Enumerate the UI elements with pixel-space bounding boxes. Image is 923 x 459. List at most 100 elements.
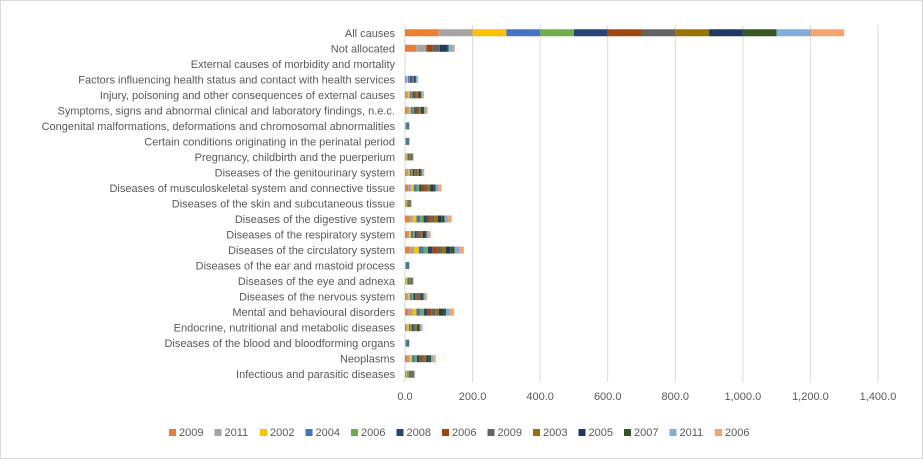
bar-segment bbox=[406, 262, 408, 270]
bar-segment bbox=[407, 200, 409, 207]
bar-segment bbox=[411, 277, 413, 285]
bar-segment bbox=[405, 324, 407, 332]
bar-segment bbox=[406, 168, 409, 176]
legend-swatch bbox=[578, 429, 586, 436]
category-label: Infectious and parasitic diseases bbox=[236, 369, 395, 381]
bar-segment bbox=[408, 339, 409, 347]
bar-segment bbox=[408, 137, 409, 145]
bar-segment bbox=[411, 370, 413, 378]
bar-segment bbox=[408, 339, 409, 347]
bar-segment bbox=[418, 231, 421, 239]
bar-segment bbox=[417, 168, 419, 176]
bar-segment bbox=[641, 29, 676, 37]
x-tick-label: 1,400.0 bbox=[860, 391, 897, 403]
bar-segment bbox=[428, 355, 432, 363]
bar-segment bbox=[405, 153, 406, 161]
bar-segment bbox=[406, 200, 407, 207]
bar-segment bbox=[709, 29, 743, 37]
bar-segment bbox=[405, 137, 406, 145]
bar-segment bbox=[410, 324, 412, 332]
bar-segment bbox=[425, 106, 428, 114]
legend-swatch bbox=[260, 429, 267, 436]
bar-segment bbox=[410, 75, 412, 83]
bar-segment bbox=[416, 355, 420, 363]
bar-segment bbox=[407, 122, 408, 130]
legend-label: 2011 bbox=[225, 427, 249, 439]
bar-segment bbox=[408, 91, 410, 99]
bar-segment bbox=[415, 324, 418, 332]
bar-segment bbox=[405, 339, 406, 347]
bar-segment bbox=[405, 184, 409, 192]
x-tick-label: 1,000.0 bbox=[725, 391, 762, 403]
category-labels: All causes Not allocated External causes o… bbox=[42, 28, 396, 381]
bar-segment bbox=[421, 91, 423, 99]
bar-segment bbox=[407, 122, 409, 130]
bar-segment bbox=[405, 200, 407, 207]
bar-segment bbox=[405, 29, 439, 37]
bar-segment bbox=[414, 246, 419, 254]
bar-segment bbox=[432, 44, 440, 52]
bar-segment bbox=[430, 184, 434, 192]
bar-segment bbox=[408, 200, 410, 207]
bar-segment bbox=[408, 262, 409, 270]
bar-segment bbox=[416, 75, 418, 83]
x-tick-label: 800.0 bbox=[662, 391, 690, 403]
bar-segment bbox=[408, 308, 413, 316]
bar-segment bbox=[416, 308, 421, 316]
bar-segment bbox=[441, 215, 445, 223]
bar-segment bbox=[405, 44, 417, 52]
bar-segment bbox=[427, 308, 432, 316]
bar-segment bbox=[405, 75, 407, 83]
bar-segment bbox=[438, 308, 443, 316]
bar-segment bbox=[409, 370, 411, 378]
bar-segment bbox=[445, 246, 451, 254]
bar-segment bbox=[409, 277, 410, 285]
bar-segment bbox=[408, 262, 410, 270]
bar-segment bbox=[412, 308, 417, 316]
bar-segment bbox=[406, 137, 407, 145]
category-label: Pregnancy, childbirth and the puerperium bbox=[195, 152, 395, 164]
bar-segment bbox=[407, 339, 408, 347]
bar-segment bbox=[406, 262, 407, 270]
legend: 2009 2011 2002 2004 2006 2008 2006 2009 2003 2005… bbox=[169, 427, 749, 439]
bar-segment bbox=[407, 231, 410, 239]
bar-segment bbox=[406, 339, 407, 347]
bar-segment bbox=[423, 355, 427, 363]
bar-segment bbox=[742, 29, 777, 37]
bar-segment bbox=[410, 200, 412, 207]
bar-segment bbox=[406, 91, 409, 99]
bar-segment bbox=[409, 231, 412, 239]
bar-segment bbox=[409, 168, 412, 176]
bar-segment bbox=[437, 215, 442, 223]
x-tick-label: 600.0 bbox=[594, 391, 622, 403]
bar-segment bbox=[422, 231, 425, 239]
bar-segment bbox=[407, 262, 408, 270]
bar-segment bbox=[409, 355, 413, 363]
bar-segment bbox=[407, 137, 408, 145]
bar-segment bbox=[421, 184, 425, 192]
bar-segment bbox=[407, 370, 409, 378]
bar-segment bbox=[407, 262, 408, 270]
bar-segment bbox=[506, 29, 541, 37]
legend-label: 2009 bbox=[179, 427, 203, 439]
bar-segment bbox=[435, 184, 439, 192]
category-label: Diseases of the ear and mastoid process bbox=[196, 261, 396, 273]
bar-segment bbox=[414, 355, 417, 363]
bar-segment bbox=[540, 29, 574, 37]
x-tick-label: 1,200.0 bbox=[792, 391, 829, 403]
bar-segment bbox=[411, 153, 413, 161]
bar-segment bbox=[414, 370, 416, 378]
legend-label: 2009 bbox=[498, 427, 522, 439]
bar-segment bbox=[409, 153, 411, 161]
bar-segment bbox=[472, 29, 507, 37]
legend-swatch bbox=[214, 429, 222, 436]
bar-segment bbox=[406, 324, 408, 332]
bar-segment bbox=[412, 168, 415, 176]
bar-segment bbox=[405, 200, 406, 207]
bar-segment bbox=[415, 106, 418, 114]
bar-segment bbox=[405, 277, 406, 285]
bar-segment bbox=[415, 293, 417, 301]
bar-segment bbox=[406, 153, 408, 161]
bar-segment bbox=[412, 215, 417, 223]
